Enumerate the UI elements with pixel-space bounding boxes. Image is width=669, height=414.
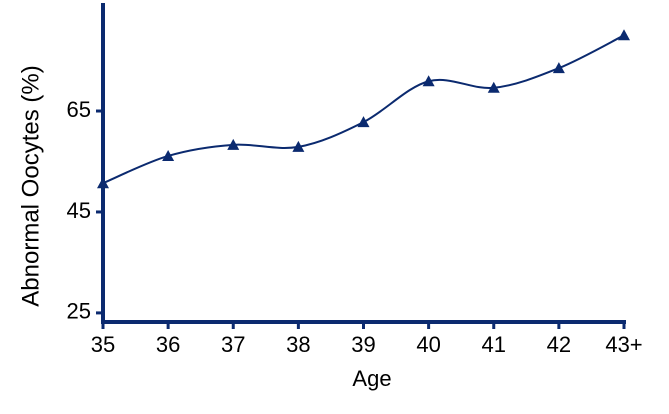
x-tick-label: 39 bbox=[351, 332, 375, 357]
marker bbox=[487, 81, 500, 93]
x-tick-label: 36 bbox=[156, 332, 180, 357]
x-tick-label: 43+ bbox=[605, 332, 642, 357]
x-axis-label: Age bbox=[352, 366, 391, 391]
marker bbox=[227, 138, 240, 150]
y-tick-label: 45 bbox=[67, 198, 91, 223]
marker bbox=[357, 116, 370, 128]
x-tick-label: 38 bbox=[286, 332, 310, 357]
marker bbox=[162, 149, 175, 161]
x-tick-label: 41 bbox=[482, 332, 506, 357]
marker bbox=[97, 177, 109, 189]
marker bbox=[422, 75, 435, 87]
marker bbox=[292, 140, 305, 152]
x-tick-label: 40 bbox=[416, 332, 440, 357]
y-tick-label: 25 bbox=[67, 299, 91, 324]
line bbox=[102, 34, 625, 185]
x-tick-label: 42 bbox=[547, 332, 571, 357]
y-tick-label: 65 bbox=[67, 97, 91, 122]
marker bbox=[552, 62, 565, 74]
y-axis-label: Abnormal Oocytes (%) bbox=[17, 65, 44, 306]
x-tick-label: 35 bbox=[91, 332, 115, 357]
marker bbox=[618, 29, 630, 41]
x-tick-label: 37 bbox=[221, 332, 245, 357]
